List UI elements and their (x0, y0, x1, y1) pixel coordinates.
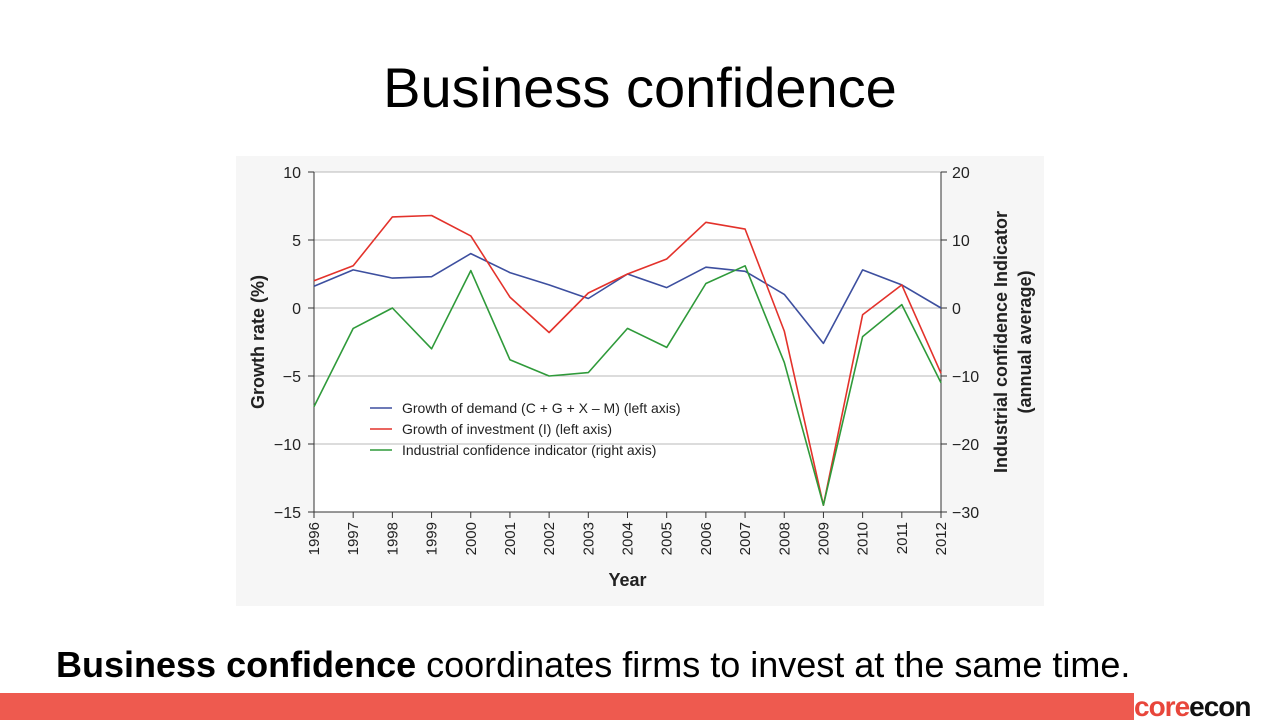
x-tick-label: 2000 (463, 522, 480, 555)
y-left-tick-label: 5 (292, 233, 301, 250)
x-tick-label: 2008 (776, 522, 793, 555)
y-right-tick-label: −20 (952, 437, 979, 454)
slide-caption: Business confidence coordinates firms to… (56, 640, 1236, 690)
y-right-axis-title-line2: (annual average) (1015, 270, 1035, 413)
y-left-tick-label: −15 (274, 505, 301, 522)
x-tick-label: 2002 (541, 522, 558, 555)
x-tick-label: 2001 (502, 522, 519, 555)
x-axis-title: Year (608, 570, 646, 590)
y-right-tick-label: 20 (952, 165, 970, 182)
x-tick-label: 2009 (815, 522, 832, 555)
logo-core: core (1134, 691, 1190, 722)
slide-title: Business confidence (383, 56, 897, 119)
x-tick-label: 2007 (737, 522, 754, 555)
coreecon-logo: coreecon (1134, 691, 1280, 722)
legend-label: Growth of investment (I) (left axis) (402, 421, 612, 437)
series-line-2 (313, 214, 942, 507)
caption-text: coordinates firms to invest at the same … (416, 644, 1131, 685)
x-tick-label: 2005 (659, 522, 676, 555)
x-tick-label: 2003 (580, 522, 597, 555)
y-left-axis-title: Growth rate (%) (248, 275, 268, 409)
footer-bar (0, 693, 1134, 720)
x-tick-label: 2012 (933, 522, 950, 555)
y-left-tick-label: −5 (283, 369, 301, 386)
caption-bold-text: Business confidence (56, 644, 417, 685)
x-tick-label: 1999 (424, 522, 441, 555)
x-tick-label: 2011 (894, 522, 911, 554)
legend-label: Growth of demand (C + G + X – M) (left a… (402, 400, 681, 416)
y-right-tick-label: −10 (952, 369, 979, 386)
series-line-3 (313, 265, 942, 507)
y-left-tick-label: −10 (274, 437, 301, 454)
y-right-axis-title-line1: Industrial confidence Indicator (991, 211, 1011, 473)
x-tick-label: 2010 (855, 522, 872, 555)
y-left-tick-label: 10 (283, 165, 301, 182)
x-tick-label: 2004 (620, 522, 637, 555)
x-tick-label: 1997 (345, 522, 362, 555)
x-tick-label: 1998 (384, 522, 401, 555)
x-tick-label: 2006 (698, 522, 715, 555)
legend-label: Industrial confidence indicator (right a… (402, 442, 656, 458)
chart-panel: 10 5 0 −5 −10 −15 20 10 0 −10 −20 −30 1996 1997 1998 19… (236, 156, 1044, 606)
y-right-tick-label: 10 (952, 233, 970, 250)
y-right-tick-label: −30 (952, 505, 979, 522)
y-right-tick-label: 0 (952, 301, 961, 318)
y-left-tick-label: 0 (292, 301, 301, 318)
x-tick-label: 1996 (306, 522, 323, 555)
logo-econ: econ (1189, 691, 1251, 722)
plot-area (314, 172, 941, 512)
